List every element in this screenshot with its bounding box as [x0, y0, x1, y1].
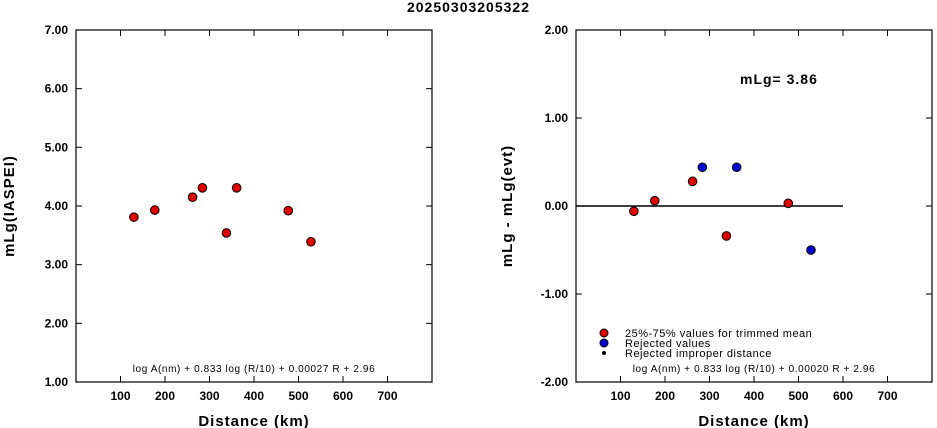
x-tick-label: 500 — [788, 389, 808, 403]
x-axis-label: Distance (km) — [698, 413, 809, 428]
y-tick-label: 0.00 — [545, 199, 569, 213]
x-tick-label: 100 — [610, 389, 630, 403]
legend-entry-label: 25%-75% values for trimmed mean — [625, 328, 812, 340]
data-point — [783, 198, 794, 209]
magnitude-formula: log A(nm) + 0.833 log (R/10) + 0.00027 R… — [133, 364, 376, 375]
legend-entry-label: Rejected improper distance — [625, 348, 772, 360]
legend-marker — [599, 328, 609, 338]
x-tick-label: 200 — [655, 389, 675, 403]
y-tick-label: 1.00 — [45, 375, 69, 389]
x-tick-label: 300 — [699, 389, 719, 403]
data-point — [721, 231, 732, 241]
data-point — [221, 228, 232, 238]
data-point — [129, 212, 139, 222]
legend-marker — [599, 338, 609, 348]
x-tick-label: 700 — [377, 389, 397, 403]
data-point — [629, 206, 639, 217]
rejected-point — [806, 245, 816, 255]
rejected-point — [731, 162, 742, 173]
data-point — [197, 183, 208, 193]
x-tick-label: 200 — [155, 389, 175, 403]
x-tick-label: 400 — [244, 389, 264, 403]
data-point — [231, 183, 242, 193]
event-magnitude-annotation: mLg= 3.86 — [740, 71, 818, 87]
y-tick-label: -2.00 — [541, 375, 569, 389]
x-tick-label: 700 — [877, 389, 897, 403]
legend-entry-label: Rejected values — [625, 338, 711, 350]
y-tick-label: 6.00 — [45, 82, 69, 96]
y-tick-label: 2.00 — [45, 316, 69, 330]
plot-frame — [75, 29, 433, 383]
magnitude-panel: 100 200 300 400 500 600 700 1.00 2.00 3.00 4.00 5.0… — [1, 23, 433, 428]
x-tick-label: 300 — [199, 389, 219, 403]
x-tick-label: 400 — [744, 389, 764, 403]
y-tick-label: 5.00 — [45, 140, 69, 154]
y-axis-label: mLg(IASPEI) — [1, 155, 18, 257]
y-axis-label: mLg - mLg(evt) — [499, 145, 516, 267]
y-tick-label: 4.00 — [45, 199, 69, 213]
y-tick-label: -1.00 — [541, 287, 569, 301]
residual-panel: 100 200 300 400 500 600 700 -2.00 -1.00 0.00 1.00 2… — [499, 23, 933, 428]
data-point — [149, 205, 160, 215]
x-tick-label: 100 — [110, 389, 130, 403]
chart-title: 20250303205322 — [406, 0, 530, 15]
x-tick-label: 600 — [833, 389, 853, 403]
data-point — [187, 192, 198, 202]
x-axis-label: Distance (km) — [198, 413, 309, 428]
legend-marker — [602, 351, 606, 355]
magnitude-formula: log A(nm) + 0.833 log (R/10) + 0.00020 R… — [633, 364, 876, 375]
x-tick-label: 500 — [288, 389, 308, 403]
y-tick-label: 2.00 — [545, 23, 569, 37]
rejected-point — [697, 162, 708, 173]
data-point — [306, 236, 316, 247]
data-point — [687, 176, 698, 187]
y-tick-label: 1.00 — [545, 111, 569, 125]
y-tick-label: 7.00 — [45, 23, 69, 37]
data-point — [649, 195, 660, 206]
y-tick-label: 3.00 — [45, 258, 69, 272]
x-tick-label: 600 — [333, 389, 353, 403]
data-point — [283, 205, 294, 216]
